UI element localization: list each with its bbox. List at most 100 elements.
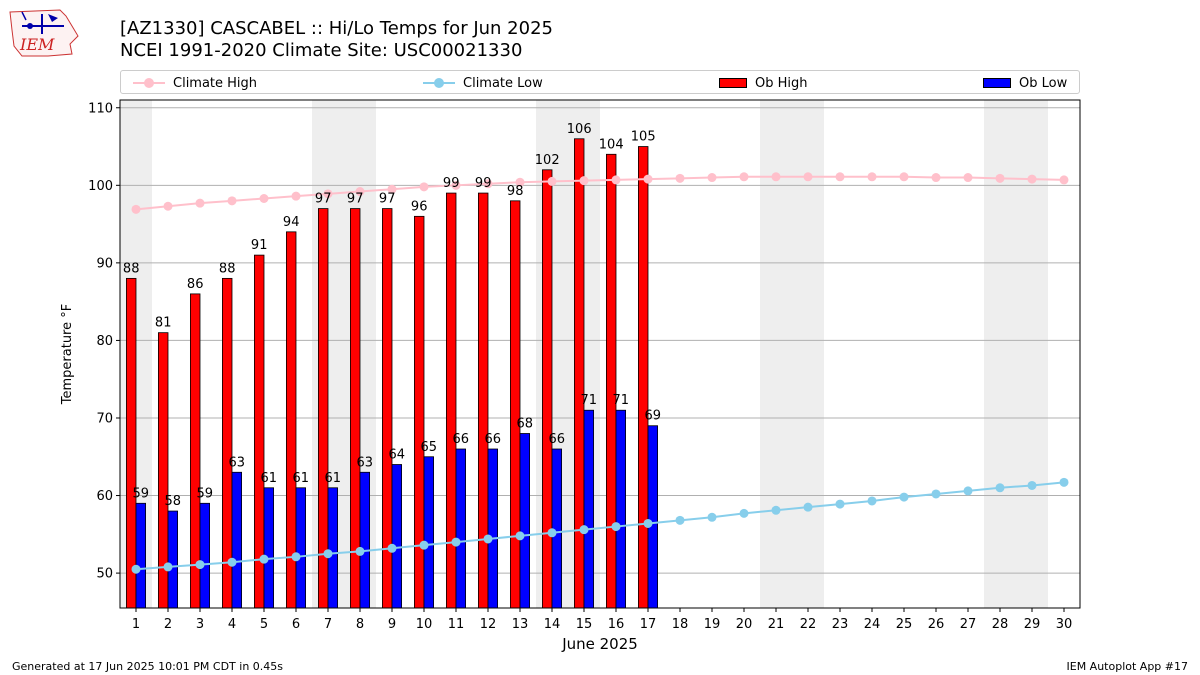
climate-high-point [131,204,141,214]
climate-high-point [611,175,621,185]
y-tick-label: 90 [96,256,113,271]
climate-low-point [867,496,877,506]
ob-low-label: 63 [357,455,374,470]
ob-high-label: 96 [411,199,428,214]
ob-low-label: 59 [197,486,214,501]
climate-high-point [355,187,365,197]
x-tick-label: 29 [1024,617,1041,632]
climate-low-point [835,499,845,509]
ob-high-label: 86 [187,277,204,292]
y-tick-label: 110 [88,101,113,116]
plot-frame [119,99,1081,609]
climate-low-point [515,531,525,541]
x-tick-label: 11 [448,617,465,632]
x-tick-label: 6 [292,617,300,632]
ob-high-label: 99 [475,176,492,191]
ob-low-bar [455,448,467,609]
x-tick-label: 20 [736,617,753,632]
ob-high-label: 98 [507,184,524,199]
climate-low-point [323,549,333,559]
legend-marker [719,78,747,88]
climate-low-point [931,489,941,499]
climate-high-point [227,196,237,206]
x-tick-label: 16 [608,617,625,632]
climate-high-point [963,173,973,183]
ob-high-label: 97 [315,192,332,207]
weekend-shade [984,100,1048,608]
weekend-shade [760,100,824,608]
climate-low-point [387,543,397,553]
legend-label: Climate Low [463,75,543,91]
climate-high-point [579,176,589,186]
ob-low-label: 59 [133,486,150,501]
ob-high-bar [574,138,585,609]
y-tick-label: 80 [96,334,113,349]
x-axis-label: June 2025 [561,635,638,653]
ob-low-bar [583,409,595,609]
climate-low-point [995,483,1005,493]
y-tick-label: 50 [96,567,113,582]
climate-high-point [323,189,333,199]
footer-generated: Generated at 17 Jun 2025 10:01 PM CDT in… [12,660,284,673]
ob-high-label: 97 [347,192,364,207]
ob-high-bar [542,169,553,609]
climate-high-point [931,173,941,183]
x-tick-label: 15 [576,617,593,632]
ob-low-label: 65 [421,440,438,455]
ob-low-label: 66 [453,432,470,447]
ob-high-label: 88 [123,261,140,276]
ob-high-bar [477,192,489,609]
x-tick-label: 30 [1056,617,1073,632]
ob-low-bar [551,448,563,609]
ob-low-label: 71 [581,393,598,408]
x-tick-label: 21 [768,617,785,632]
climate-low-point [451,537,461,547]
x-tick-label: 4 [228,617,236,632]
chart-title: [AZ1330] CASCABEL :: Hi/Lo Temps for Jun… [120,18,553,39]
climate-high-point [547,176,557,186]
ob-low-bar [423,456,435,609]
logo-text: IEM [19,35,55,54]
x-tick-label: 5 [260,617,268,632]
ob-low-bar [231,471,243,609]
climate-high-point [675,173,685,183]
climate-high-point [899,172,909,182]
climate-high-point [419,182,429,192]
legend-item-climate-low: Climate Low [423,74,543,92]
ob-high-label: 99 [443,176,460,191]
x-tick-label: 12 [480,617,497,632]
climate-high-point [451,180,461,190]
ob-low-bar [295,487,307,609]
ob-high-label: 88 [219,261,236,276]
ob-low-label: 61 [261,471,278,486]
climate-high-point [739,172,749,182]
climate-high-point [1027,174,1037,184]
ob-low-label: 61 [325,471,342,486]
x-tick-label: 28 [992,617,1009,632]
ob-high-bar [126,277,137,609]
climate-low-point [483,534,493,544]
climate-low-point [163,562,173,572]
ob-low-bar [135,502,147,609]
ob-low-bar [199,502,211,609]
ob-low-bar [359,471,371,609]
ob-high-label: 81 [155,316,172,331]
x-tick-label: 13 [512,617,529,632]
climate-high-point [387,184,397,194]
legend-marker [423,74,455,92]
chart-subtitle: NCEI 1991-2020 Climate Site: USC00021330 [120,40,523,61]
x-tick-label: 10 [416,617,433,632]
legend-item-ob-high: Ob High [719,74,808,92]
x-tick-label: 14 [544,617,561,632]
climate-low-point [1059,477,1069,487]
climate-low-point [963,486,973,496]
ob-low-label: 71 [613,393,630,408]
climate-high-point [1059,175,1069,185]
climate-high-point [291,191,301,201]
x-tick-label: 7 [324,617,332,632]
climate-high-point [483,179,493,189]
ob-low-bar [519,433,531,609]
x-tick-label: 27 [960,617,977,632]
climate-low-point [643,518,653,528]
ob-low-bar [391,464,403,609]
